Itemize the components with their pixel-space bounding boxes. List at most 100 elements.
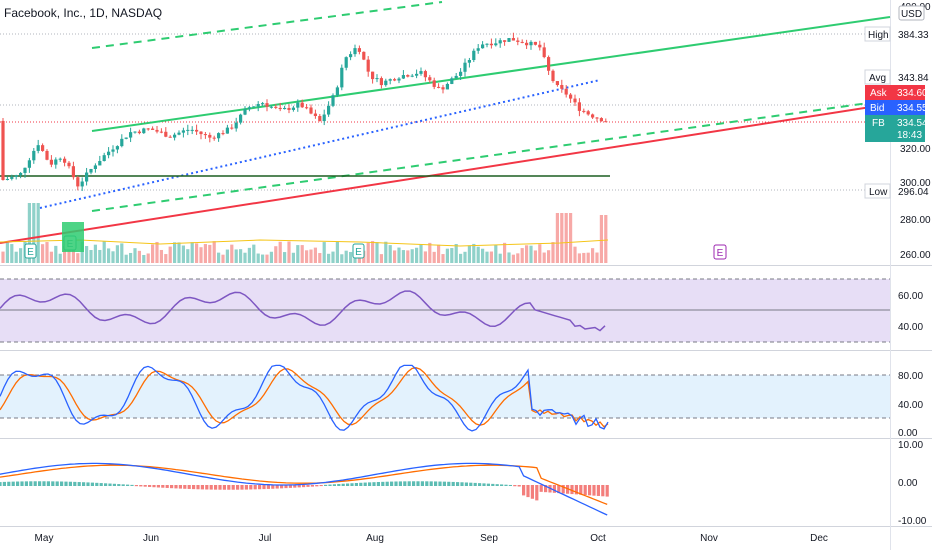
- macd-hist-bar: [288, 485, 292, 488]
- candle-body: [256, 104, 260, 107]
- volume-bar: [388, 245, 392, 263]
- earnings-marker[interactable]: E: [24, 243, 37, 259]
- macd-hist-bar: [363, 482, 367, 486]
- candle-body: [217, 133, 221, 139]
- volume-bar: [437, 244, 441, 263]
- candle-body: [120, 138, 124, 147]
- rsi-tick: 60.00: [898, 291, 923, 302]
- candle-body: [278, 107, 282, 110]
- volume-bar: [344, 250, 348, 263]
- candle-body: [296, 102, 300, 108]
- macd-hist-bar: [544, 485, 548, 493]
- candle-body: [199, 131, 203, 135]
- candle-body: [432, 80, 436, 87]
- volume-bar: [230, 244, 234, 263]
- volume-bar: [498, 253, 502, 263]
- macd-hist-bar: [297, 485, 301, 488]
- candle-body: [115, 146, 119, 150]
- volume-bar: [129, 252, 133, 263]
- currency-badge[interactable]: [898, 5, 925, 21]
- volume-bar: [133, 248, 137, 263]
- macd-hist-bar: [271, 485, 275, 489]
- candle-body: [538, 44, 542, 48]
- volume-bar: [1, 251, 5, 263]
- volume-bar: [472, 243, 476, 263]
- macd-hist-bar: [306, 485, 310, 487]
- volume-bar: [19, 248, 23, 263]
- volume-bar: [124, 254, 128, 263]
- candle-body: [401, 75, 405, 79]
- macd-hist-bar: [183, 485, 187, 489]
- volume-bar: [503, 242, 507, 263]
- volume-bar: [168, 246, 172, 263]
- volume-bar: [67, 248, 71, 263]
- volume-bar: [142, 254, 146, 263]
- candle-body: [489, 43, 493, 46]
- volume-bar: [256, 253, 260, 263]
- candle-body: [151, 128, 155, 130]
- macd-hist-bar: [398, 481, 402, 486]
- macd-hist-bar: [60, 481, 64, 486]
- macd-hist-bar: [143, 485, 147, 487]
- volume-bar: [36, 203, 40, 263]
- volume-bar: [489, 251, 493, 263]
- macd-hist-bar: [588, 485, 592, 496]
- candle-body: [419, 71, 423, 74]
- volume-bar: [71, 248, 75, 263]
- volume-bar: [511, 254, 515, 263]
- volume-bar: [155, 241, 159, 263]
- candle-body: [437, 86, 441, 88]
- candle-body: [472, 50, 476, 61]
- macd-hist-bar: [473, 482, 477, 486]
- macd-hist-bar: [42, 481, 46, 486]
- volume-bar: [533, 250, 537, 263]
- high-value: 384.33: [898, 30, 929, 41]
- volume-bar: [551, 242, 555, 263]
- volume-bar: [322, 242, 326, 263]
- macd-hist-bar: [104, 483, 108, 486]
- candle-body: [604, 121, 608, 123]
- candle-body: [58, 158, 62, 160]
- macd-hist-bar: [583, 485, 587, 496]
- macd-hist-bar: [231, 485, 235, 490]
- high-label: High: [868, 30, 889, 41]
- candle-body: [344, 57, 348, 68]
- candle-body: [234, 122, 238, 129]
- candle-body: [32, 150, 36, 161]
- macd-hist-bar: [46, 481, 50, 486]
- earnings-marker[interactable]: E: [352, 243, 365, 259]
- candle-body: [564, 88, 568, 95]
- candle-body: [415, 73, 419, 76]
- macd-hist-bar: [302, 485, 306, 488]
- earnings-marker[interactable]: E: [713, 244, 727, 260]
- candle-body: [340, 67, 344, 88]
- macd-hist-bar: [293, 485, 297, 488]
- candle-body: [19, 172, 23, 176]
- volume-bar: [476, 246, 480, 263]
- volume-bar: [85, 246, 89, 263]
- candle-body: [243, 109, 247, 115]
- macd-hist-bar: [280, 485, 284, 489]
- macd-hist-bar: [539, 485, 543, 492]
- avg-label-tag: [864, 69, 891, 85]
- macd-hist-bar: [152, 485, 156, 488]
- candle-body: [318, 116, 322, 122]
- candle-body: [533, 41, 537, 45]
- volume-bar: [247, 247, 251, 263]
- macd-hist-bar: [557, 485, 561, 494]
- volume-bar: [577, 253, 581, 263]
- volume-bar: [331, 251, 335, 263]
- macd-hist-bar: [64, 481, 68, 486]
- candle-body: [225, 127, 229, 134]
- volume-bar: [41, 244, 45, 263]
- dotted-channel: [39, 79, 601, 209]
- macd-hist-bar: [16, 481, 20, 486]
- candle-body: [577, 102, 581, 111]
- volume-bar: [199, 247, 203, 263]
- candle-body: [305, 107, 309, 109]
- volume-bar: [89, 249, 93, 263]
- volume-bar: [591, 248, 595, 263]
- time-tick: Aug: [366, 533, 384, 544]
- volume-bar: [239, 249, 243, 263]
